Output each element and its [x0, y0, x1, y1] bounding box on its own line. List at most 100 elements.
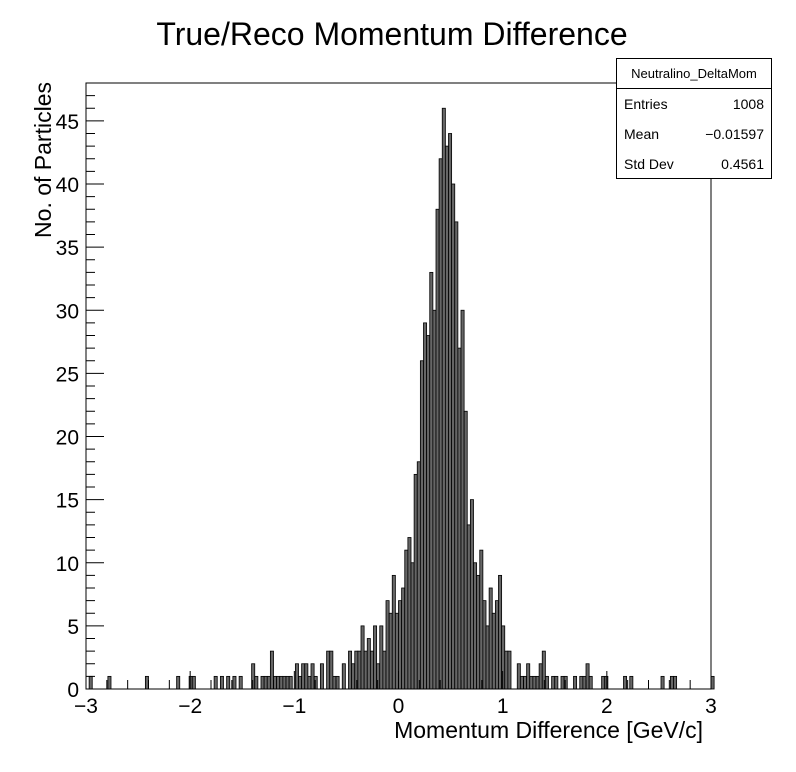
histogram-bin [504, 650, 509, 690]
histogram-bin [232, 675, 237, 690]
y-tick-label: 0 [67, 679, 79, 702]
histogram-bin [473, 562, 478, 690]
histogram-bin [413, 473, 418, 690]
stats-stddev-row: Std Dev 0.4561 [617, 149, 771, 179]
stats-entries-label: Entries [624, 96, 668, 112]
histogram-bin [329, 650, 334, 690]
x-tick-label: 2 [601, 695, 613, 718]
histogram-bin [294, 663, 299, 690]
histogram-bin [673, 675, 678, 690]
x-tick-label: 1 [497, 695, 509, 718]
stats-mean-value: −0.01597 [705, 126, 764, 142]
y-tick-label: 15 [56, 490, 79, 513]
stats-mean-row: Mean −0.01597 [617, 119, 771, 149]
histogram-bin [476, 574, 481, 690]
histogram-bin [601, 675, 606, 690]
y-tick-label: 30 [56, 300, 79, 323]
histogram-bin [276, 675, 281, 690]
stats-box: Neutralino_DeltaMom Entries 1008 Mean −0… [616, 58, 772, 179]
histogram-bin [551, 675, 556, 690]
histogram-bin [441, 107, 446, 690]
histogram-bin [176, 675, 181, 690]
histogram-bin [304, 663, 309, 690]
histogram-bars [88, 107, 715, 690]
histogram-bin [407, 537, 412, 690]
histogram-bin [263, 675, 268, 690]
histogram-bin [369, 650, 374, 690]
histogram-bin [388, 612, 393, 690]
histogram-bin [432, 309, 437, 690]
histogram-bin [491, 612, 496, 690]
histogram-bin [419, 360, 424, 690]
histogram-bin [535, 675, 540, 690]
x-tick-label: 0 [393, 695, 405, 718]
stats-histogram-name: Neutralino_DeltaMom [617, 59, 771, 89]
y-tick-label: 20 [56, 427, 79, 450]
histogram-bin [573, 675, 578, 690]
histogram-bin [382, 650, 387, 690]
histogram-bin [282, 675, 287, 690]
histogram-bin [623, 675, 628, 690]
histogram-bin [360, 625, 365, 690]
histogram-bin [466, 524, 471, 690]
histogram-bin [385, 600, 390, 690]
histogram-bin [541, 650, 546, 690]
histogram-bin [494, 600, 499, 690]
histogram-bin [457, 347, 462, 690]
histogram-bin [410, 562, 415, 690]
histogram-bin [301, 663, 306, 690]
histogram-bin [348, 650, 353, 690]
histogram-bin [188, 675, 193, 690]
histogram-bin [444, 145, 449, 690]
x-axis-ticks: −3 −2 −1 0 1 2 3 [74, 671, 717, 718]
histogram-bin [404, 549, 409, 690]
stats-stddev-label: Std Dev [624, 156, 674, 172]
histogram-bin [285, 675, 290, 690]
histogram-bin [448, 133, 453, 690]
histogram-bin [454, 221, 459, 690]
histogram-bin [438, 158, 443, 690]
histogram-bin [669, 675, 674, 690]
histogram-bin [435, 208, 440, 690]
histogram-bin [488, 587, 493, 690]
histogram-bin [341, 663, 346, 690]
x-tick-label: −3 [74, 695, 98, 718]
histogram-bin [266, 675, 271, 690]
histogram-bin [429, 271, 434, 690]
chart-title: True/Reco Momentum Difference [156, 16, 627, 52]
y-tick-label: 40 [56, 174, 79, 197]
histogram-bin [560, 675, 565, 690]
histogram-bin [254, 675, 259, 690]
histogram-bin [279, 675, 284, 690]
histogram-bin [373, 625, 378, 690]
histogram-bin [544, 675, 549, 690]
histogram-bin [213, 675, 218, 690]
histogram-bin [451, 183, 456, 690]
histogram-bin [588, 675, 593, 690]
x-tick-label: −1 [282, 695, 306, 718]
histogram-bin [219, 675, 224, 690]
histogram-bin [363, 650, 368, 690]
histogram-bin [226, 675, 231, 690]
x-tick-label: 3 [705, 695, 717, 718]
histogram-bin [660, 675, 665, 690]
histogram-bin [479, 549, 484, 690]
histogram-bin [376, 663, 381, 690]
histogram-bin [507, 650, 512, 690]
histogram-bin [260, 675, 265, 690]
histogram-bin [485, 625, 490, 690]
histogram-bin [366, 638, 371, 690]
histogram-bin [554, 675, 559, 690]
y-axis-label: No. of Particles [30, 82, 56, 238]
stats-entries-value: 1008 [732, 96, 764, 112]
histogram-bin [88, 675, 93, 690]
histogram-bin [579, 675, 584, 690]
histogram-bin [423, 322, 428, 690]
histogram-bin [298, 675, 303, 690]
histogram-bin [526, 663, 531, 690]
histogram-bin [498, 574, 503, 690]
histogram-bin [307, 675, 312, 690]
histogram-bin [482, 600, 487, 690]
histogram-bin [326, 650, 331, 690]
